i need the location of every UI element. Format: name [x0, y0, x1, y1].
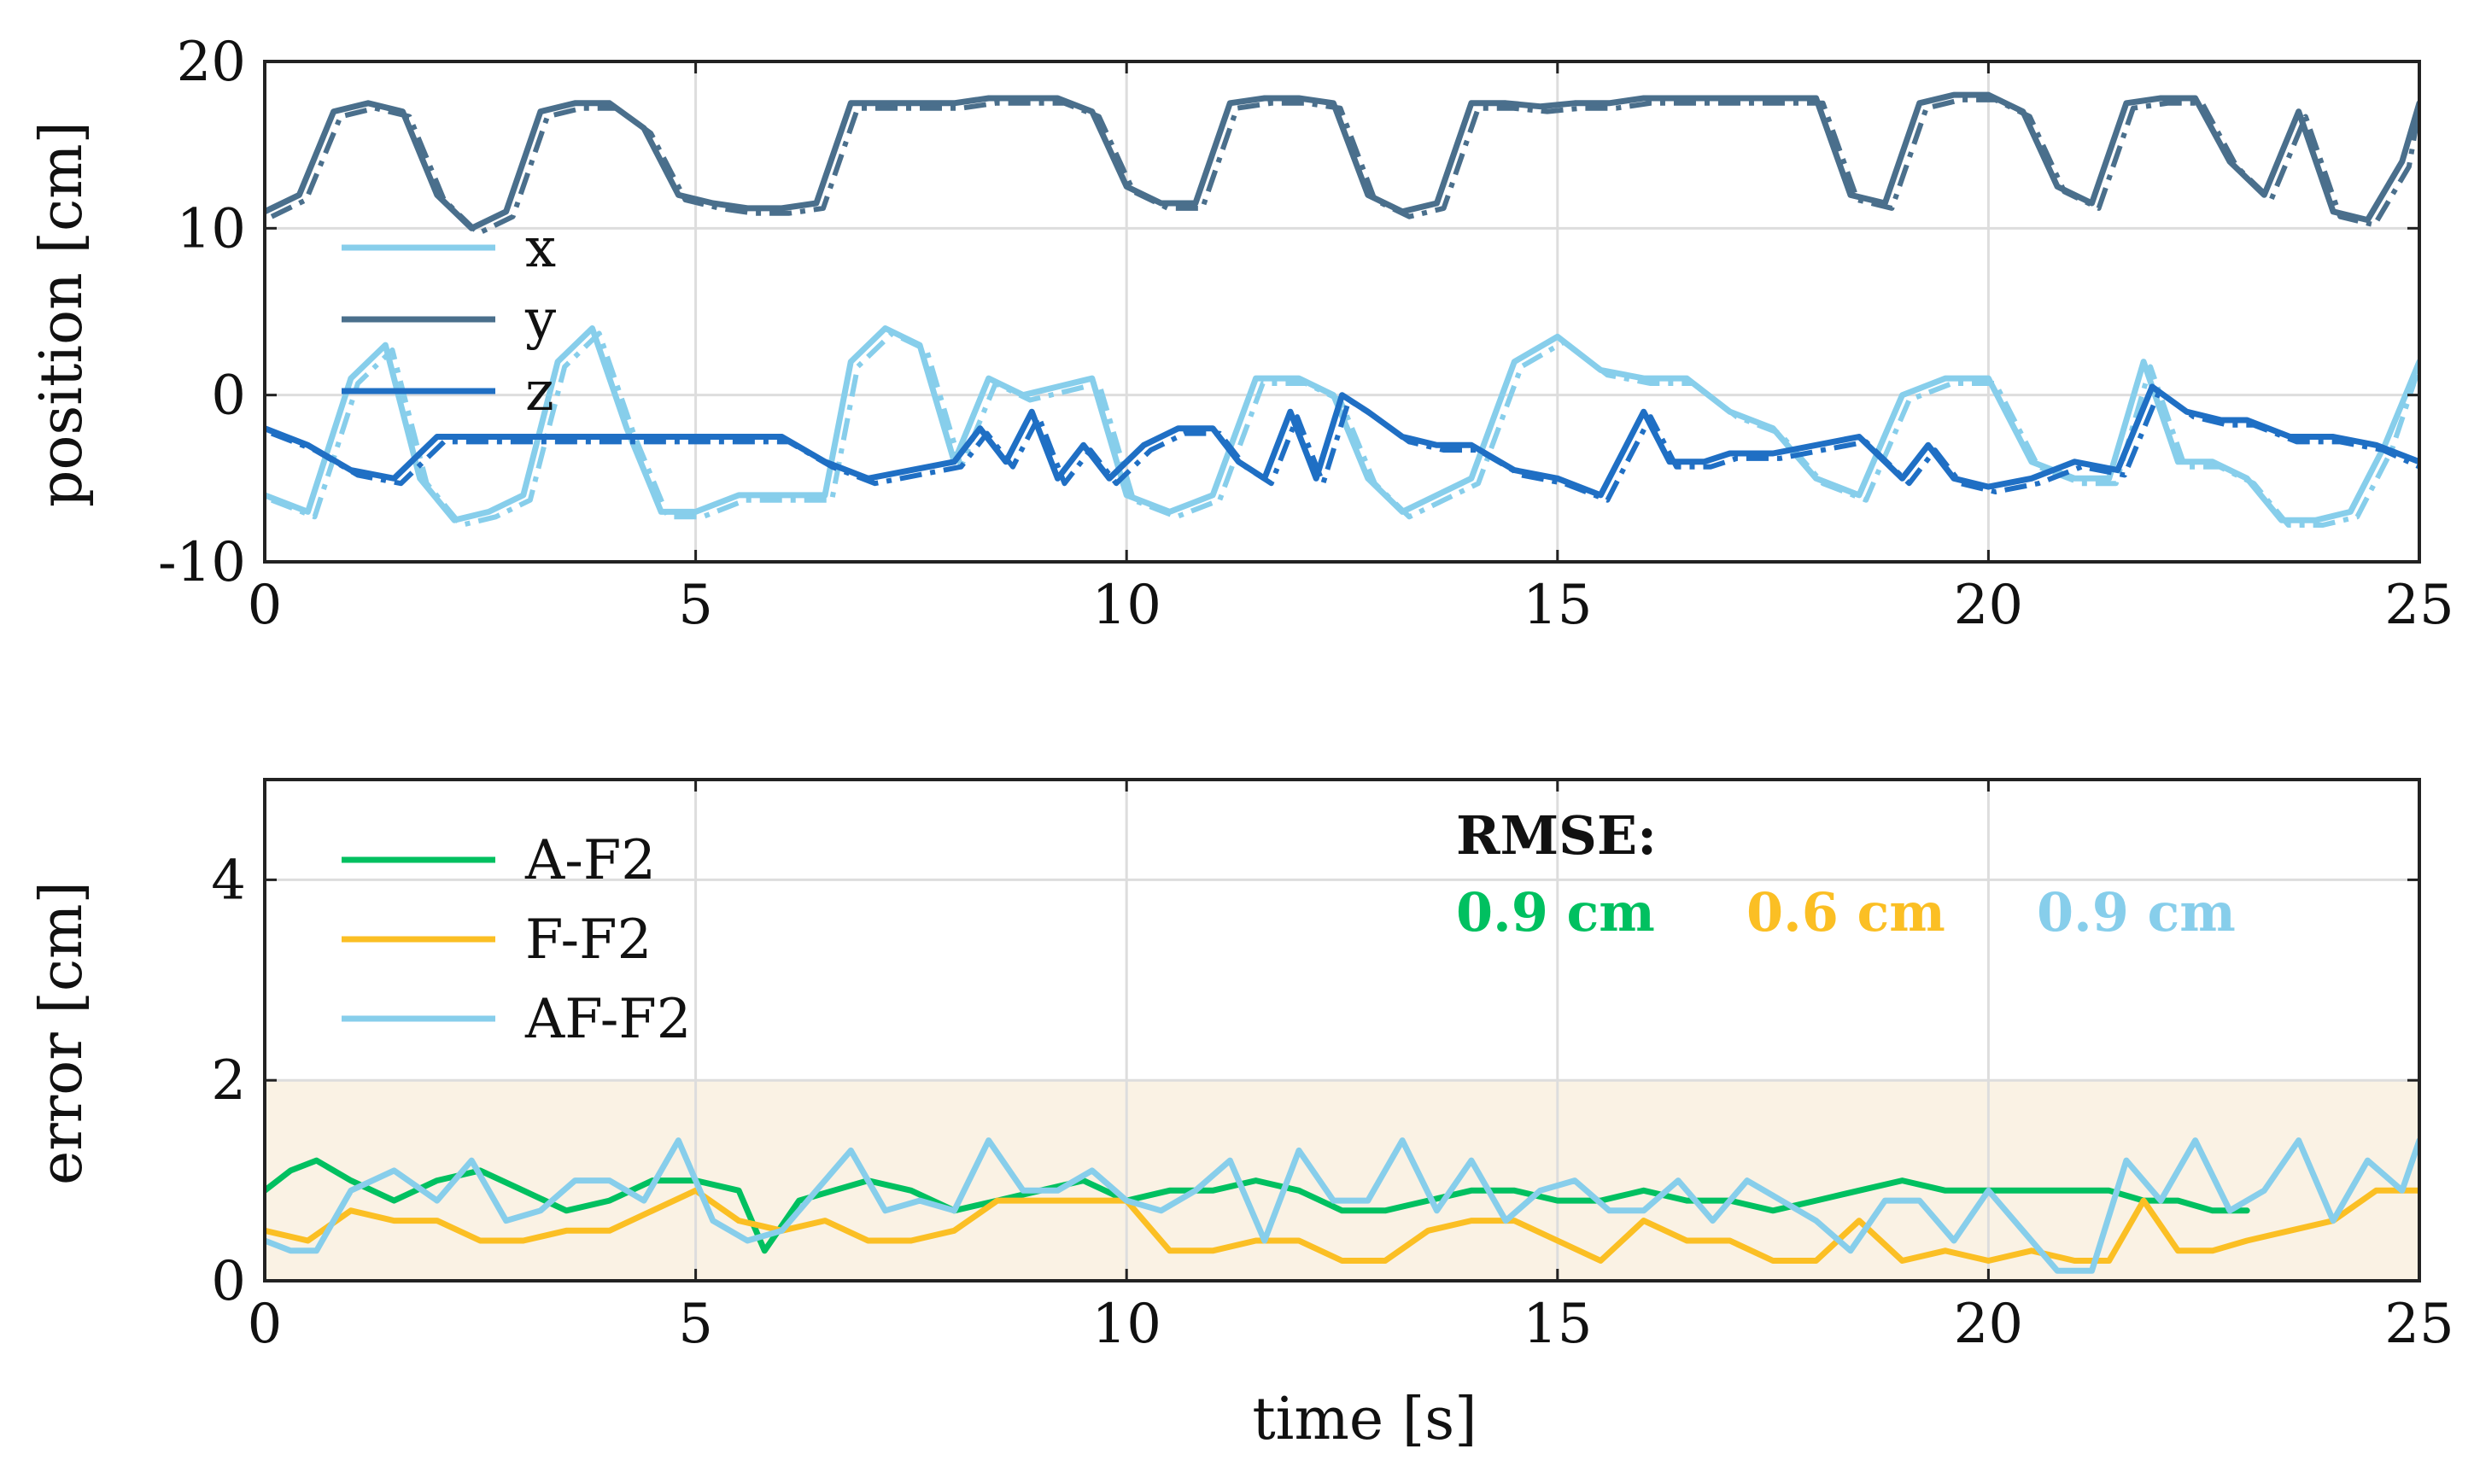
x-tick-label: 0 [248, 1293, 283, 1356]
series-a-f2-line [265, 1157, 2250, 1254]
y-tick-label: 0 [211, 365, 246, 428]
x-tick-label: 15 [1523, 574, 1592, 637]
error-xlabel: time [s] [1252, 1386, 1477, 1453]
y-tick-label: -10 [158, 531, 246, 594]
rmse-annotation: RMSE: 0.9 cm 0.6 cm 0.9 cm [1456, 804, 2236, 944]
x-tick-label: 5 [678, 1293, 713, 1356]
series-x-line [265, 325, 2419, 523]
y-tick-label: 2 [211, 1049, 246, 1113]
x-tick-label: 0 [248, 574, 283, 637]
x-tick-label: 15 [1523, 1293, 1592, 1356]
plot-area-1: 0 5 10 15 20 25 0 2 4 [211, 778, 2454, 1356]
series-z-reference [271, 389, 2419, 503]
rmse-value-a-f2: 0.9 cm [1456, 881, 1655, 944]
series-z-line [265, 383, 2419, 499]
x-tick-label: 25 [2384, 1293, 2454, 1356]
plot-background [265, 61, 2419, 562]
series-af-f2-line [265, 1137, 2419, 1274]
series-y-line [265, 91, 2419, 231]
plot-frame [263, 778, 2421, 1282]
legend-label-a-f2: A-F2 [524, 829, 656, 892]
legend-label-z: z [525, 360, 554, 424]
y-tick-label: 4 [211, 849, 246, 912]
y-tick-label: 10 [177, 197, 246, 260]
y-tick-label: 20 [177, 31, 246, 94]
rmse-title: RMSE: [1456, 804, 1657, 867]
legend-label-af-f2: AF-F2 [524, 988, 692, 1051]
legend-label-y: y [524, 289, 556, 352]
legend-label-f-f2: F-F2 [525, 909, 652, 972]
y-tick-label: 0 [211, 1250, 246, 1313]
legend-1: A-F2 F-F2 AF-F2 [342, 829, 692, 1051]
rmse-value-f-f2: 0.6 cm [1746, 881, 1945, 944]
x-tick-label: 10 [1091, 1293, 1161, 1356]
x-tick-label: 10 [1091, 574, 1161, 637]
series-x-reference [271, 330, 2419, 528]
legend-label-x: x [525, 217, 556, 280]
plot-frame [263, 60, 2421, 564]
series-f-f2-line [265, 1187, 2419, 1264]
error-ylabel: error [cm] [28, 881, 96, 1185]
error-panel: 0 5 10 15 20 25 0 2 4 error [cm] time [s] RMSE: … [28, 778, 2454, 1453]
position-ylabel: position [cm] [28, 121, 96, 507]
series-y-reference [270, 96, 2419, 237]
legend-0: xyz [342, 217, 556, 424]
tolerance-band [265, 1080, 2419, 1281]
x-tick-label: 25 [2384, 574, 2454, 637]
x-tick-label: 5 [678, 574, 713, 637]
x-tick-label: 20 [1954, 1293, 2023, 1356]
x-tick-label: 20 [1954, 574, 2023, 637]
rmse-value-af-f2: 0.9 cm [2037, 881, 2236, 944]
